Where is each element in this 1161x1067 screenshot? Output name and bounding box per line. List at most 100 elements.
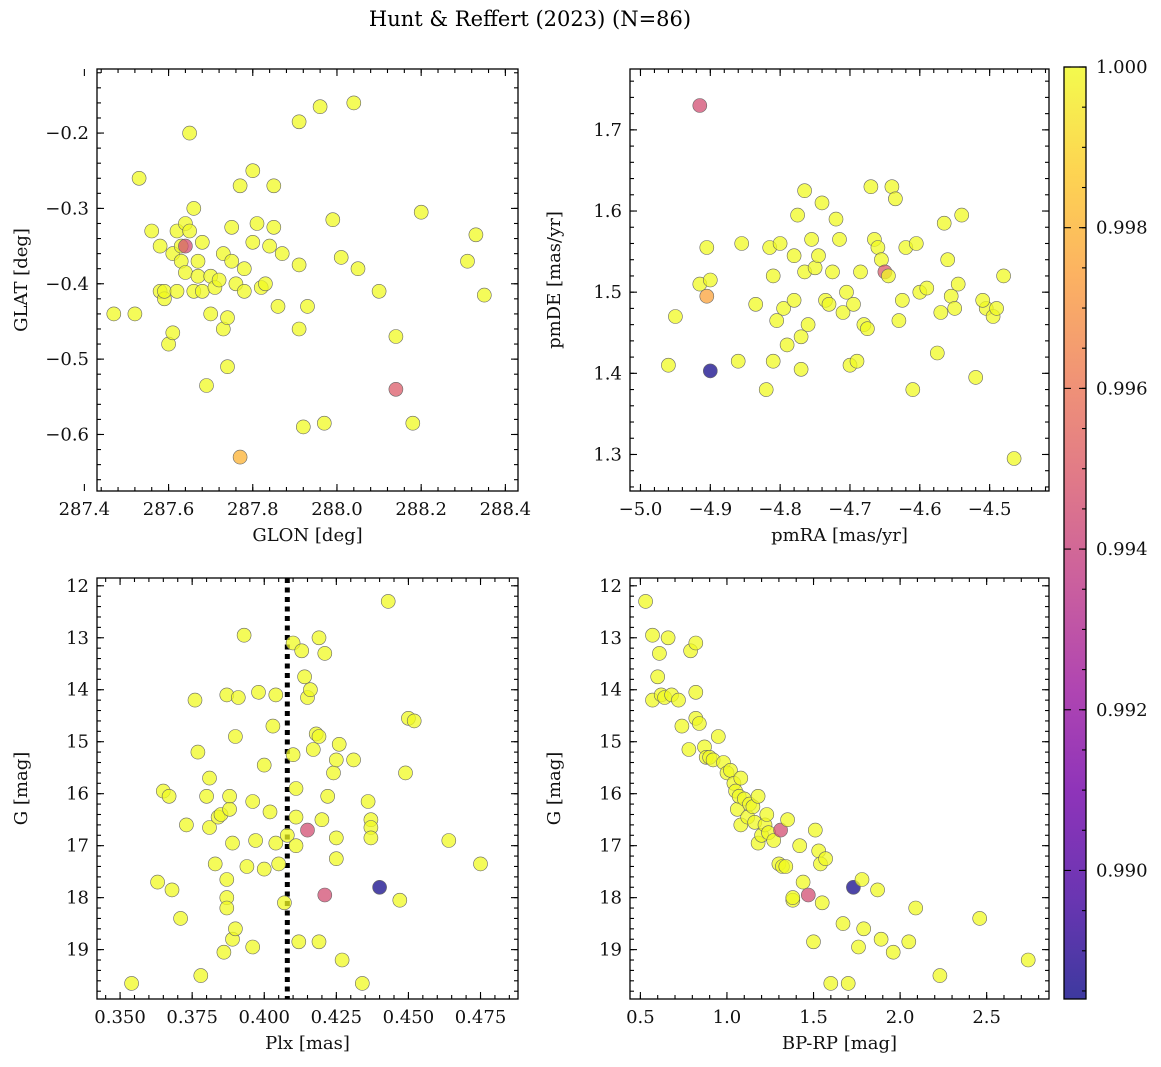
scatter-point	[173, 911, 188, 926]
scatter-point	[311, 729, 327, 744]
scatter-point	[936, 215, 952, 231]
scatter-point	[765, 353, 781, 369]
scatter-point	[758, 382, 774, 397]
scatter-point	[303, 682, 318, 698]
scatter-point	[199, 788, 214, 804]
colorbar-tick-label: 1.000	[1096, 57, 1148, 78]
scatter-point	[350, 261, 366, 277]
scatter-point	[271, 856, 287, 872]
colorbar-ticks: 0.990 0.992 0.994 0.996 0.998 1.000	[1064, 57, 1148, 992]
scatter-point	[776, 301, 791, 316]
scatter-points	[106, 95, 492, 465]
scatter-point	[152, 238, 168, 254]
scatter-point	[932, 968, 948, 983]
scatter-point	[300, 822, 315, 838]
scatter-point	[863, 179, 879, 194]
scatter-point	[178, 238, 193, 254]
scatter-point	[371, 283, 387, 299]
scatter-point	[219, 900, 235, 916]
scatter-point	[220, 310, 235, 326]
y-tick-label: 19	[66, 940, 89, 961]
scatter-point	[199, 378, 214, 393]
scatter-point	[186, 201, 202, 216]
scatter-point	[468, 227, 484, 243]
scatter-point	[288, 781, 304, 796]
x-axis-label: BP-RP [mag]	[782, 1033, 897, 1054]
scatter-point	[262, 238, 277, 254]
scatter-point	[814, 895, 830, 911]
axes-frame	[629, 577, 1050, 1000]
scatter-point	[413, 204, 429, 220]
scatter-point	[202, 820, 217, 835]
scatter-point	[405, 415, 421, 431]
colorbar-tick-label: 0.992	[1096, 700, 1148, 721]
scatter-point	[265, 718, 281, 734]
scatter-point	[288, 838, 304, 854]
scatter-point	[668, 309, 683, 324]
scatter-point	[849, 353, 865, 369]
scatter-points	[124, 594, 488, 991]
scatter-point	[476, 287, 492, 303]
scatter-point	[225, 835, 240, 851]
scatter-point	[268, 687, 284, 703]
scatter-point	[248, 833, 263, 848]
scatter-point	[814, 195, 830, 211]
y-tick-label: 12	[66, 576, 89, 597]
scatter-point	[131, 171, 147, 186]
y-tick-label: 17	[599, 836, 622, 857]
scatter-point	[232, 449, 248, 465]
scatter-point	[792, 838, 808, 854]
scatter-point	[388, 329, 404, 344]
scatter-point	[195, 235, 210, 250]
scatter-point	[691, 716, 707, 731]
y-tick-label: −0.2	[45, 123, 89, 144]
colorbar-tick-label: 0.996	[1096, 378, 1148, 399]
scatter-point	[279, 827, 295, 843]
scatter-point	[851, 939, 866, 955]
scatter-point	[222, 788, 237, 804]
scatter-point	[266, 220, 282, 235]
y-tick-label: 1.4	[593, 363, 622, 384]
y-tick-label: 13	[599, 628, 622, 649]
scatter-point	[473, 856, 488, 872]
scatter-point	[291, 257, 307, 273]
y-axis-label: pmDE [mas/yr]	[544, 211, 565, 349]
x-tick-label: 1.0	[713, 1007, 742, 1028]
scatter-point	[975, 292, 991, 308]
scatter-point	[748, 296, 764, 312]
scatter-point	[334, 952, 350, 968]
scatter-point	[779, 337, 795, 353]
scatter-point	[793, 361, 809, 377]
scatter-point	[328, 830, 344, 846]
scatter-point	[905, 382, 921, 397]
scatter-point	[460, 253, 475, 269]
scatter-point	[398, 765, 413, 781]
scatter-point	[947, 301, 963, 316]
scatter-point	[232, 178, 248, 194]
scatter-point	[940, 252, 956, 268]
scatter-point	[660, 630, 676, 646]
x-tick-label: 0.425	[311, 1007, 363, 1028]
scatter-point	[216, 944, 232, 960]
y-tick-label: 16	[66, 784, 89, 805]
y-tick-label: 18	[599, 888, 622, 909]
scatter-point	[328, 851, 344, 867]
y-tick-label: 14	[599, 680, 622, 701]
panel-plx-g: 0.350 0.375 0.400 0.425 0.450 0.475 12 13 14 15 16…	[11, 576, 519, 1054]
scatter-point	[734, 236, 750, 251]
scatter-point	[854, 872, 870, 887]
scatter-point	[828, 211, 844, 227]
scatter-point	[190, 268, 206, 284]
scatter-point	[245, 794, 260, 809]
suptitle: Hunt & Reffert (2023) (N=86)	[369, 7, 691, 31]
scatter-point	[268, 835, 284, 851]
scatter-point	[750, 788, 766, 804]
x-tick-label: −4.6	[898, 499, 942, 520]
y-tick-label: 13	[66, 628, 89, 649]
scatter-point	[699, 240, 715, 255]
scatter-point	[291, 321, 307, 337]
y-tick-label: 17	[66, 836, 89, 857]
scatter-point	[360, 794, 376, 809]
scatter-point	[161, 788, 177, 804]
y-tick-label: 1.6	[593, 201, 622, 222]
